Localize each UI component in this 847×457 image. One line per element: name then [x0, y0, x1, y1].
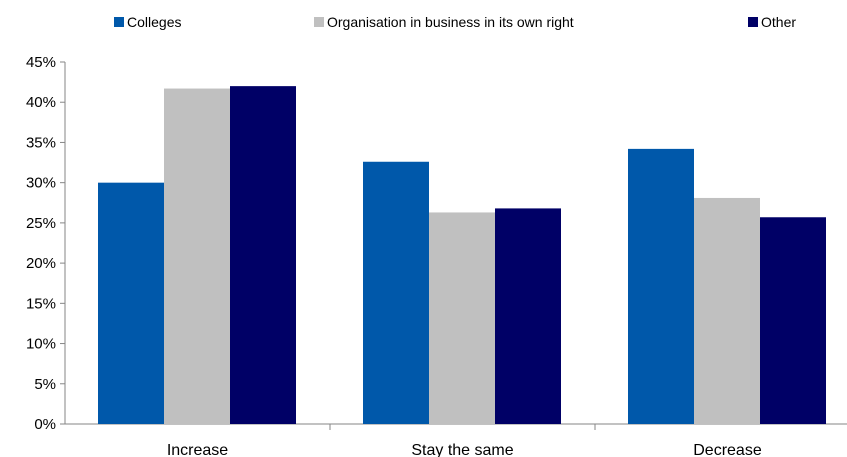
legend-swatch — [114, 17, 124, 27]
bar-2-2 — [429, 212, 495, 424]
y-tick-label: 20% — [26, 255, 56, 272]
x-category-label: Stay the same — [411, 442, 513, 457]
y-tick-label: 45% — [26, 54, 56, 71]
y-axis: 0% 5% 10% 15% 20% 25% 30% 35% 40% 45% — [26, 54, 66, 433]
bar-2-3 — [694, 197, 760, 424]
y-tick-label: 35% — [26, 134, 56, 151]
legend-label: Other — [761, 14, 796, 30]
y-tick-label: 15% — [26, 295, 56, 312]
y-tick-label: 30% — [26, 175, 56, 192]
legend-swatch — [748, 17, 758, 27]
y-tick-label: 25% — [26, 215, 56, 232]
bar-1-1 — [98, 182, 164, 424]
y-tick-label: 10% — [26, 336, 56, 353]
bar-1-3 — [628, 148, 694, 424]
x-category-label: Decrease — [693, 442, 762, 457]
bar-1-2 — [363, 161, 429, 425]
y-tick-label: 40% — [26, 94, 56, 111]
x-axis: Increase Stay the same Decrease — [65, 423, 847, 457]
legend-item: Organisation in business in its own righ… — [314, 14, 574, 30]
bars — [98, 86, 826, 425]
bar-3-2 — [495, 208, 561, 424]
legend-item: Colleges — [114, 14, 181, 30]
legend-label: Colleges — [127, 14, 181, 30]
legend-item: Other — [748, 14, 796, 30]
legend-label: Organisation in business in its own righ… — [327, 14, 574, 30]
y-tick-label: 5% — [34, 376, 56, 393]
bar-3-3 — [760, 217, 826, 424]
bar-2-1 — [164, 88, 230, 425]
x-category-label: Increase — [167, 442, 228, 457]
legend: Colleges Organisation in business in its … — [114, 14, 796, 30]
bar-3-1 — [230, 86, 296, 424]
legend-swatch — [314, 17, 324, 27]
y-tick-label: 0% — [34, 416, 56, 433]
